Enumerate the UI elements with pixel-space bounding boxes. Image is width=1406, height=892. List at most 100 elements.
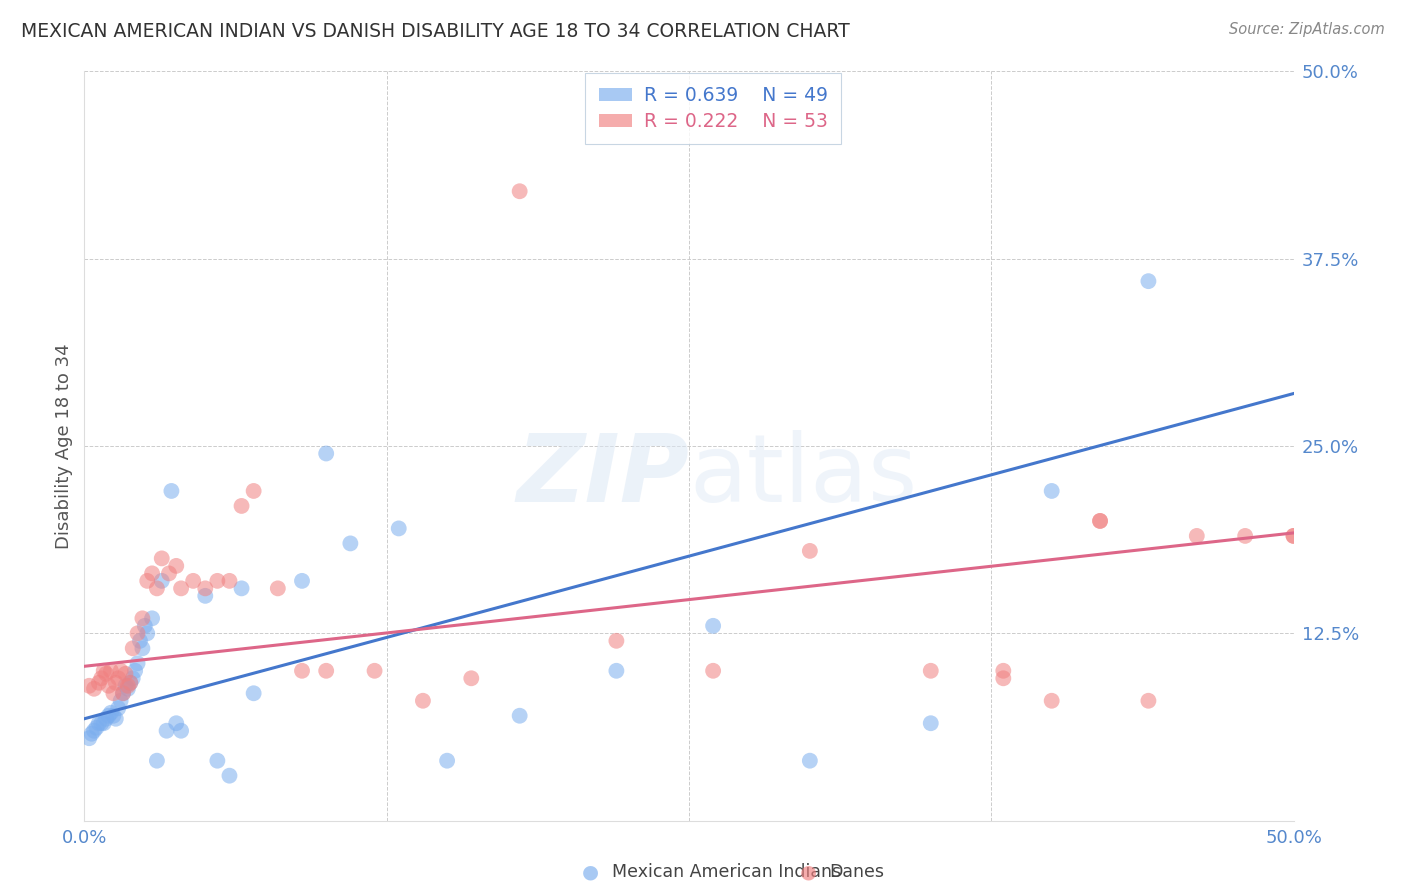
Point [242, 686, 264, 700]
Point [702, 664, 724, 678]
Point [170, 582, 193, 596]
Point [1137, 694, 1160, 708]
Point [87, 716, 110, 731]
Point [363, 664, 385, 678]
Point [94, 712, 117, 726]
Point [127, 626, 149, 640]
Point [93, 664, 115, 678]
Point [100, 664, 122, 678]
Point [121, 671, 143, 685]
Point [218, 574, 240, 588]
Point [127, 657, 149, 671]
Point [131, 611, 153, 625]
Point [124, 664, 146, 678]
Point [90, 716, 112, 731]
Point [291, 664, 314, 678]
Legend: R = 0.639    N = 49, R = 0.222    N = 53: R = 0.639 N = 49, R = 0.222 N = 53 [585, 73, 841, 144]
Point [141, 566, 163, 581]
Point [117, 681, 139, 696]
Text: Source: ZipAtlas.com: Source: ZipAtlas.com [1229, 22, 1385, 37]
Point [207, 754, 229, 768]
Point [150, 574, 173, 588]
Point [207, 574, 229, 588]
Point [107, 701, 129, 715]
Point [267, 582, 290, 596]
Point [993, 671, 1015, 685]
Point [110, 694, 132, 708]
Text: atlas: atlas [689, 430, 917, 522]
Point [165, 558, 187, 573]
Point [242, 483, 264, 498]
Point [157, 566, 180, 581]
Point [103, 686, 125, 700]
Point [315, 446, 337, 460]
Point [146, 754, 169, 768]
Point [160, 483, 183, 498]
Text: MEXICAN AMERICAN INDIAN VS DANISH DISABILITY AGE 18 TO 34 CORRELATION CHART: MEXICAN AMERICAN INDIAN VS DANISH DISABI… [21, 22, 849, 41]
Point [87, 675, 110, 690]
Point [136, 574, 159, 588]
Point [1282, 529, 1305, 543]
Point [1137, 274, 1160, 288]
Text: ZIP: ZIP [516, 430, 689, 522]
Text: ●: ● [800, 863, 817, 882]
Point [146, 582, 169, 596]
Point [97, 708, 120, 723]
Point [799, 544, 821, 558]
Point [129, 633, 152, 648]
Point [170, 723, 193, 738]
Point [1040, 483, 1063, 498]
Point [134, 619, 156, 633]
Point [460, 671, 482, 685]
Point [605, 664, 627, 678]
Point [509, 184, 531, 198]
Point [702, 619, 724, 633]
Point [315, 664, 337, 678]
Point [231, 582, 253, 596]
Point [194, 582, 217, 596]
Point [77, 679, 100, 693]
Point [194, 589, 217, 603]
Point [107, 671, 129, 685]
Point [120, 675, 142, 690]
Point [231, 499, 253, 513]
Point [218, 769, 240, 783]
Point [112, 686, 135, 700]
Text: Danes: Danes [830, 863, 884, 881]
Point [114, 666, 136, 681]
Point [93, 716, 115, 731]
Point [181, 574, 204, 588]
Point [136, 626, 159, 640]
Point [155, 723, 177, 738]
Point [141, 611, 163, 625]
Point [120, 675, 142, 690]
Point [1088, 514, 1111, 528]
Point [388, 521, 411, 535]
Point [1234, 529, 1257, 543]
Point [131, 641, 153, 656]
Point [103, 708, 125, 723]
Text: ●: ● [582, 863, 599, 882]
Point [1088, 514, 1111, 528]
Point [94, 666, 117, 681]
Point [117, 679, 139, 693]
Point [114, 679, 136, 693]
Point [339, 536, 361, 550]
Point [104, 675, 127, 690]
Point [799, 754, 821, 768]
Point [83, 723, 105, 738]
Point [993, 664, 1015, 678]
Point [1185, 529, 1208, 543]
Point [86, 721, 108, 735]
Point [150, 551, 173, 566]
Point [112, 686, 135, 700]
Point [80, 727, 103, 741]
Point [121, 641, 143, 656]
Text: Mexican American Indians: Mexican American Indians [612, 863, 841, 881]
Point [509, 708, 531, 723]
Point [104, 712, 127, 726]
Point [97, 679, 120, 693]
Point [1040, 694, 1063, 708]
Point [291, 574, 314, 588]
Point [110, 664, 132, 678]
